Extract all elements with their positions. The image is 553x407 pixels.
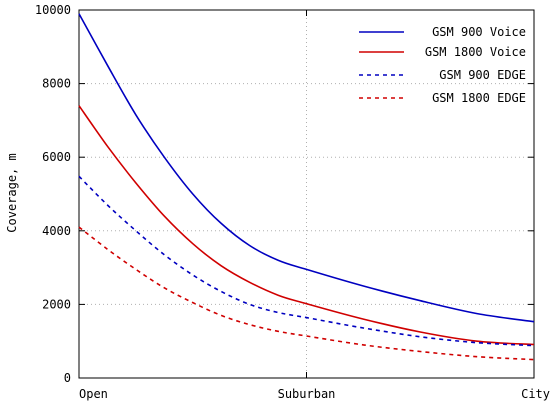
legend-label-1: GSM 1800 Voice — [425, 45, 526, 59]
y-tick-label: 0 — [64, 371, 71, 385]
y-tick-label: 10000 — [35, 3, 71, 17]
x-tick-labels: Open Suburban City — [79, 387, 550, 401]
x-tick-label: City — [521, 387, 550, 401]
x-tick-label: Open — [79, 387, 108, 401]
y-tick-labels: 0 2000 4000 6000 8000 10000 — [35, 3, 71, 385]
legend-label-3: GSM 1800 EDGE — [432, 91, 526, 105]
y-axis-label: Coverage, m — [5, 153, 19, 232]
legend: GSM 900 Voice GSM 1800 Voice GSM 900 EDGE G… — [359, 25, 526, 105]
y-tick-label: 4000 — [42, 224, 71, 238]
x-tick-label: Suburban — [278, 387, 336, 401]
series-line-2 — [78, 175, 535, 347]
grid-lines — [79, 10, 534, 378]
series-line-3 — [78, 226, 535, 361]
legend-label-2: GSM 900 EDGE — [439, 68, 526, 82]
axis-ticks — [78, 9, 535, 379]
y-tick-label: 8000 — [42, 77, 71, 91]
y-tick-label: 2000 — [42, 297, 71, 311]
legend-label-0: GSM 900 Voice — [432, 25, 526, 39]
series-line-0 — [78, 13, 535, 323]
series-lines — [78, 13, 535, 361]
y-tick-label: 6000 — [42, 150, 71, 164]
series-line-1 — [78, 105, 535, 346]
